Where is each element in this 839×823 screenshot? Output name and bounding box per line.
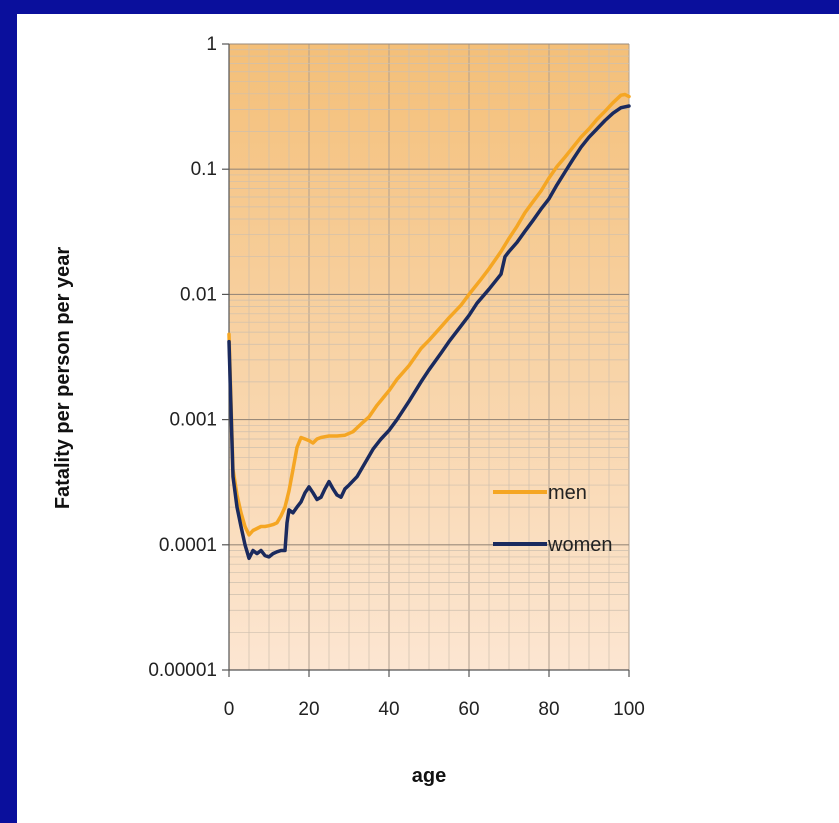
x-tick-label: 100	[613, 699, 645, 720]
x-tick-label: 80	[538, 699, 559, 720]
legend-label-women: women	[547, 534, 612, 556]
x-tick-label: 60	[458, 699, 479, 720]
y-tick-labels: 0.00001 0.0001 0.001 0.01 0.1 1	[148, 34, 229, 681]
series-line-men	[227, 92, 631, 537]
x-axis-title: age	[412, 765, 446, 787]
chart-panel: 0.00001 0.0001 0.001 0.01 0.1 1 0 20 40 60 80 100 …	[17, 14, 839, 823]
y-tick-label: 0.1	[191, 159, 217, 180]
x-tick-label: 20	[298, 699, 319, 720]
series-line-women	[227, 104, 631, 561]
y-tick-label: 0.01	[180, 284, 217, 305]
series-lines	[227, 92, 631, 561]
y-axis-title: Fatality per person per year	[52, 247, 74, 510]
y-tick-label: 0.001	[169, 410, 217, 431]
y-tick-label: 0.00001	[148, 660, 217, 681]
y-tick-label: 1	[206, 34, 217, 55]
x-tick-label: 0	[224, 699, 235, 720]
legend-label-men: men	[548, 482, 587, 504]
x-tick-label: 40	[378, 699, 399, 720]
y-tick-label: 0.0001	[159, 535, 217, 556]
x-tick-labels: 0 20 40 60 80 100	[224, 670, 645, 720]
legend: men women	[493, 482, 612, 556]
grid	[228, 43, 630, 671]
